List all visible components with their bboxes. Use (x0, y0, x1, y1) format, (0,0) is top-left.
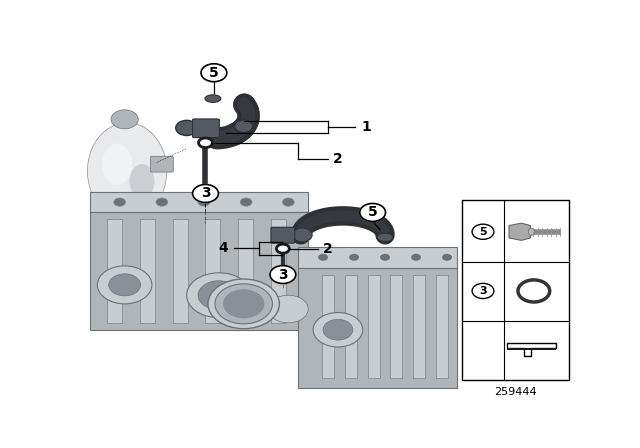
FancyBboxPatch shape (271, 227, 295, 243)
Circle shape (176, 121, 198, 135)
Circle shape (208, 279, 280, 329)
Polygon shape (367, 275, 380, 378)
Circle shape (97, 266, 152, 304)
Polygon shape (509, 223, 531, 241)
Text: 3: 3 (278, 267, 287, 281)
Circle shape (318, 254, 328, 261)
Bar (462, 200, 568, 380)
Circle shape (518, 280, 550, 302)
Circle shape (198, 198, 210, 206)
Polygon shape (271, 220, 286, 323)
FancyBboxPatch shape (193, 119, 220, 138)
Circle shape (282, 198, 294, 206)
Polygon shape (413, 275, 425, 378)
Ellipse shape (205, 95, 221, 103)
Polygon shape (205, 220, 220, 323)
Circle shape (313, 313, 363, 347)
Ellipse shape (377, 233, 393, 241)
Text: 2: 2 (333, 152, 342, 166)
Circle shape (472, 284, 494, 298)
Circle shape (292, 228, 312, 242)
Text: 5: 5 (368, 206, 378, 220)
Circle shape (114, 198, 125, 206)
Polygon shape (238, 220, 253, 323)
Ellipse shape (102, 198, 152, 220)
Circle shape (235, 120, 253, 133)
Circle shape (323, 319, 353, 340)
Polygon shape (90, 212, 308, 330)
Polygon shape (507, 343, 556, 356)
Text: 4: 4 (218, 241, 228, 255)
Text: 3: 3 (479, 286, 487, 296)
Text: 1: 1 (362, 120, 371, 134)
Circle shape (270, 266, 296, 284)
Text: 5: 5 (209, 66, 219, 80)
Circle shape (360, 203, 385, 221)
Ellipse shape (111, 110, 138, 129)
Circle shape (198, 138, 212, 147)
Circle shape (442, 254, 452, 261)
Circle shape (269, 295, 308, 323)
Circle shape (472, 224, 494, 239)
Polygon shape (507, 348, 556, 350)
Circle shape (215, 284, 273, 324)
Circle shape (240, 198, 252, 206)
Ellipse shape (529, 228, 534, 235)
Circle shape (201, 64, 227, 82)
Ellipse shape (129, 164, 154, 198)
Text: 3: 3 (201, 186, 211, 200)
FancyBboxPatch shape (150, 156, 173, 172)
Ellipse shape (102, 143, 132, 185)
Circle shape (276, 244, 289, 253)
Polygon shape (108, 220, 122, 323)
Polygon shape (436, 275, 448, 378)
Polygon shape (345, 275, 356, 378)
Circle shape (109, 274, 141, 296)
Text: 259444: 259444 (494, 387, 536, 396)
Polygon shape (298, 267, 457, 388)
Polygon shape (90, 192, 308, 212)
Polygon shape (390, 275, 403, 378)
Circle shape (198, 281, 240, 310)
Circle shape (187, 273, 251, 318)
Polygon shape (322, 275, 334, 378)
Circle shape (193, 185, 218, 202)
Text: 5: 5 (479, 227, 487, 237)
Polygon shape (173, 220, 188, 323)
Polygon shape (140, 220, 155, 323)
Circle shape (380, 254, 390, 261)
Text: 2: 2 (323, 241, 333, 256)
Circle shape (156, 198, 168, 206)
Polygon shape (298, 247, 457, 267)
Ellipse shape (88, 123, 167, 220)
Circle shape (411, 254, 421, 261)
Circle shape (223, 289, 264, 319)
Circle shape (349, 254, 359, 261)
